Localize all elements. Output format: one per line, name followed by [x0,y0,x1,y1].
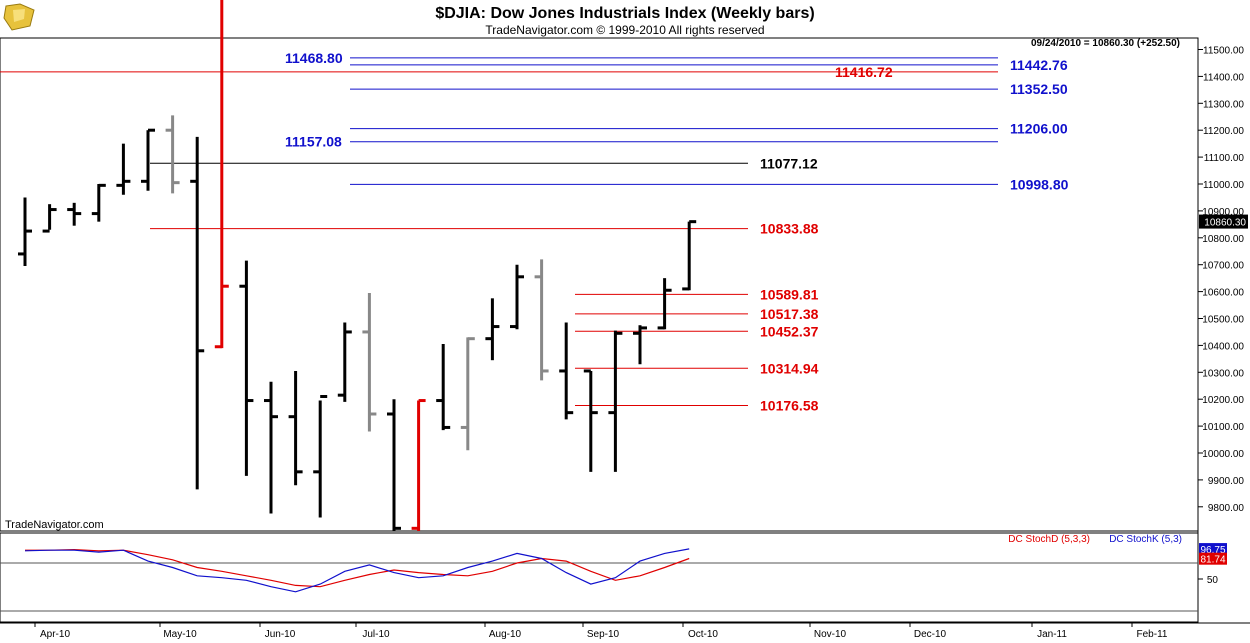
last-price-tag [1199,214,1248,229]
level-label: 10589.81 [760,286,819,302]
ohlc-bar [288,370,303,486]
level-label: 11416.72 [835,64,893,80]
ohlc-bar [411,399,426,531]
price-axis-label: 11200.00 [1203,126,1244,137]
level-label: 11442.76 [1010,57,1068,73]
ohlc-bar [141,128,155,191]
chart-title: $DJIA: Dow Jones Industrials Index (Week… [435,5,814,22]
ohlc-bar [165,115,180,194]
stochk-last-tag [1199,543,1227,556]
stochd-last-label: 81.74 [1200,555,1225,566]
price-axis-label: 10100.00 [1202,422,1244,433]
stochk-last-label: 96.75 [1200,545,1225,556]
level-label: 10452.37 [760,323,819,339]
ohlc-bar [633,325,647,365]
price-axis-label: 10900.00 [1202,207,1244,218]
ohlc-bar [460,337,475,451]
level-label: 11206.00 [1010,121,1068,137]
time-axis-label: Jul-10 [362,629,390,640]
status-readout: 09/24/2010 = 10860.30 (+252.50) [1031,38,1180,49]
time-axis-label: Jun-10 [265,629,296,640]
ohlc-bar [485,298,500,361]
time-axis-label: Oct-10 [688,629,718,640]
ohlc-bar [264,381,278,514]
stoch-axis-label: 50 [1207,575,1219,586]
time-axis-label: Sep-10 [587,629,620,640]
ohlc-bar [18,197,32,267]
trophy-logo-icon [3,3,35,31]
level-label: 10517.38 [760,306,819,322]
price-axis-label: 10400.00 [1202,341,1244,352]
price-axis-label: 11500.00 [1203,46,1244,57]
ohlc-bar [362,292,377,432]
legend-stochd: DC StochD (5,3,3) [1008,534,1090,545]
stochd-last-tag [1199,552,1227,565]
ohlc-bar [239,260,254,476]
time-axis-label: Aug-10 [489,629,522,640]
ohlc-bar [436,344,451,431]
level-label: 10314.94 [760,360,819,376]
ohlc-bar [214,0,229,349]
price-axis-label: 10700.00 [1202,261,1244,272]
time-axis-label: Jan-11 [1037,629,1067,640]
price-panel [0,37,1199,532]
level-label: 10998.80 [1010,176,1069,192]
time-axis-label: Nov-10 [814,629,847,640]
watermark: TradeNavigator.com [5,519,104,531]
price-axis-label: 10800.00 [1202,234,1244,245]
stochd-line [25,548,690,588]
stoch-panel [0,532,1199,623]
ohlc-bar [657,278,672,330]
ohlc-bar [583,369,598,472]
ohlc-bar [387,399,401,531]
legend-stochk: DC StochK (5,3) [1109,534,1182,545]
level-label: 11352.50 [1010,81,1068,97]
stochk-line [24,548,690,593]
price-axis-label: 11300.00 [1203,99,1244,110]
ohlc-bar [42,204,57,233]
price-axis-label: 10500.00 [1202,315,1244,326]
time-axis-label: Dec-10 [914,629,947,640]
ohlc-bar [682,220,697,291]
price-axis-label: 9800.00 [1208,503,1245,514]
last-price-label: 10860.30 [1204,218,1246,229]
price-axis-label: 11400.00 [1203,72,1244,83]
price-axis-label: 10600.00 [1202,288,1244,299]
price-axis-label: 10300.00 [1202,368,1244,379]
price-axis-label: 10000.00 [1202,449,1244,460]
ohlc-bar [510,264,524,330]
ohlc-bar [534,259,549,381]
ohlc-bar [91,183,106,222]
price-axis-label: 10200.00 [1202,395,1244,406]
ohlc-bar [337,322,352,402]
level-label: 11157.08 [285,134,342,150]
level-label: 11468.80 [285,50,343,66]
level-label: 11077.12 [760,155,818,171]
ohlc-bar [608,330,623,472]
ohlc-bar [190,136,205,490]
ohlc-bar [559,322,574,420]
ohlc-bar [313,395,328,518]
level-label: 10176.58 [760,397,819,413]
ohlc-bar [67,202,82,226]
price-axis-label: 11100.00 [1204,153,1245,164]
ohlc-bar [116,143,131,195]
price-axis-label: 9900.00 [1208,476,1245,487]
time-axis-label: May-10 [163,629,197,640]
time-axis-label: Apr-10 [40,629,70,640]
level-label: 10833.88 [760,221,819,237]
price-axis-label: 11000.00 [1203,180,1244,191]
chart-subtitle: TradeNavigator.com © 1999-2010 All right… [485,23,764,37]
time-axis-label: Feb-11 [1137,629,1168,640]
